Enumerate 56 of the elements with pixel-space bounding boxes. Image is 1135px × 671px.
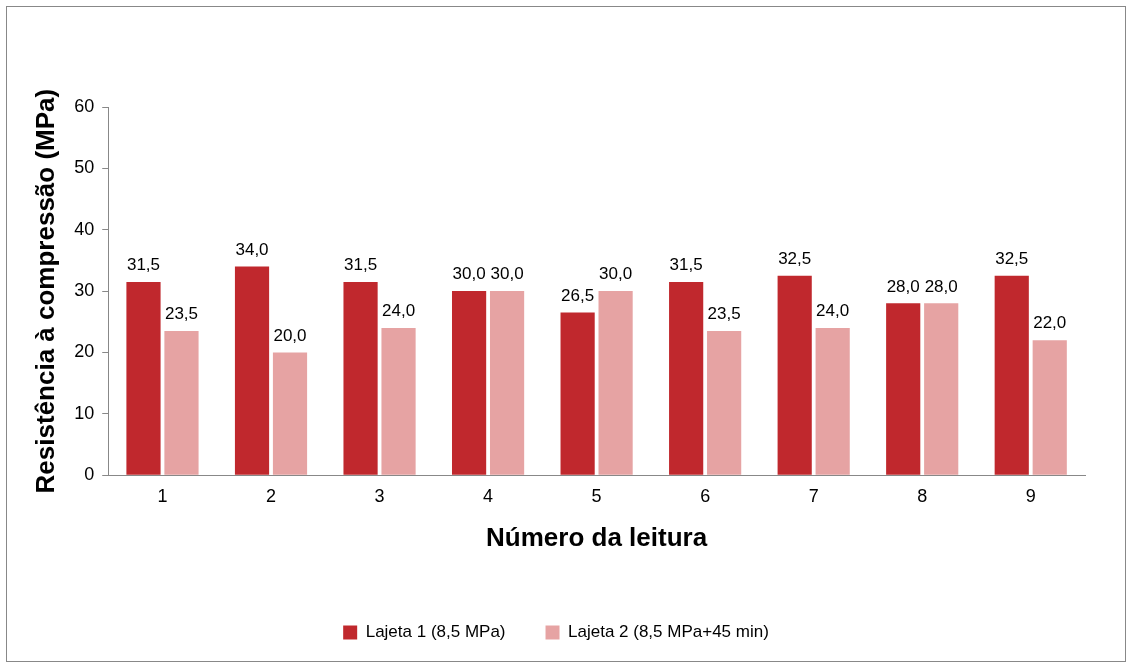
- bar: [489, 291, 525, 475]
- legend-label: Lajeta 2 (8,5 MPa+45 min): [568, 622, 769, 642]
- x-tick-label: 2: [266, 485, 277, 506]
- data-label: 32,5: [995, 248, 1029, 268]
- y-tick-label: 10: [74, 402, 95, 423]
- bar: [669, 281, 704, 475]
- legend-label: Lajeta 1 (8,5 MPa): [365, 622, 506, 642]
- y-tick-label: 20: [74, 341, 95, 362]
- bar: [707, 330, 742, 475]
- bar: [886, 303, 921, 475]
- x-tick-label: 3: [374, 485, 385, 506]
- y-tick-label: 0: [84, 464, 95, 485]
- bar: [815, 327, 850, 475]
- data-label: 24,0: [381, 301, 416, 321]
- x-tick-label: 5: [591, 485, 602, 506]
- x-tick-label: 1: [157, 485, 168, 506]
- bar: [126, 281, 161, 475]
- y-tick-label: 30: [74, 280, 95, 301]
- data-label: 28,0: [924, 276, 958, 296]
- data-label: 30,0: [599, 264, 633, 284]
- bar: [381, 327, 416, 475]
- bar: [598, 291, 633, 475]
- y-tick-label: 40: [74, 218, 95, 239]
- y-tick-label: 50: [74, 157, 95, 178]
- bar: [234, 266, 270, 475]
- data-label: 22,0: [1033, 313, 1067, 333]
- bar: [560, 312, 595, 475]
- data-label: 23,5: [164, 304, 199, 324]
- bar: [994, 275, 1029, 475]
- bar: [343, 281, 378, 475]
- data-label: 31,5: [126, 255, 161, 275]
- data-label: 31,5: [344, 255, 378, 275]
- x-tick-label: 7: [808, 485, 819, 506]
- bar: [1032, 340, 1067, 475]
- x-tick-label: 6: [700, 485, 711, 506]
- bar: [924, 303, 959, 475]
- y-tick-label: 60: [74, 95, 95, 116]
- data-label: 31,5: [669, 255, 703, 275]
- bar: [164, 330, 199, 475]
- data-label: 32,5: [778, 248, 812, 268]
- data-label: 28,0: [886, 276, 920, 296]
- bar: [272, 352, 308, 475]
- data-label: 30,0: [452, 264, 486, 284]
- data-label: 34,0: [235, 239, 269, 259]
- bar: [451, 291, 487, 475]
- y-axis-title: Resistência à compressão (MPa): [29, 88, 60, 494]
- x-tick-label: 4: [483, 485, 494, 506]
- data-label: 20,0: [273, 325, 307, 345]
- x-tick-label: 8: [917, 485, 928, 506]
- x-axis-title: Número da leitura: [486, 521, 708, 552]
- data-label: 23,5: [707, 304, 741, 324]
- data-label: 26,5: [561, 285, 595, 305]
- data-label: 24,0: [816, 301, 850, 321]
- data-label: 30,0: [490, 264, 524, 284]
- bar: [777, 275, 812, 475]
- x-tick-label: 9: [1025, 485, 1036, 506]
